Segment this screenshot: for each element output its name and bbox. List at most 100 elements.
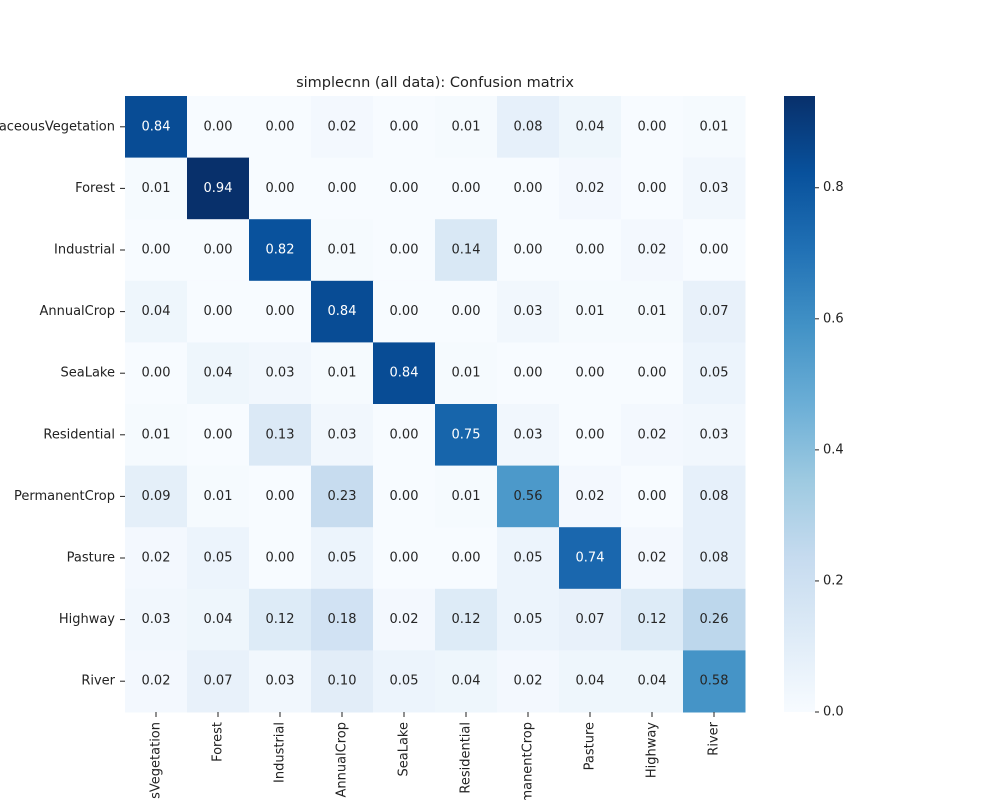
heatmap-cell: [683, 157, 746, 220]
heatmap-cell: [249, 650, 312, 713]
heatmap-cell: [373, 527, 436, 590]
heatmap-cell: [187, 527, 250, 590]
heatmap-cell: [435, 280, 498, 343]
heatmap-cell: [435, 342, 498, 405]
cell-label: 0.01: [328, 243, 357, 258]
heatmap-cell: [373, 650, 436, 713]
heatmap-cell: [311, 588, 374, 651]
heatmap-cell: [311, 650, 374, 713]
heatmap-cell: [187, 219, 250, 282]
cell-label: 0.03: [142, 612, 171, 627]
cell-label: 0.14: [452, 243, 481, 258]
cell-label: 0.00: [638, 366, 667, 381]
heatmap-cell: [187, 404, 250, 467]
x-tick-label: Pasture: [583, 722, 598, 770]
heatmap-cell: [497, 650, 560, 713]
heatmap-cell: [435, 650, 498, 713]
y-tick-label: Highway: [59, 612, 115, 627]
cell-label: 0.00: [266, 551, 295, 566]
heatmap-cell: [311, 280, 374, 343]
heatmap-cell: [435, 527, 498, 590]
cell-label: 0.02: [576, 489, 605, 504]
cell-label: 0.75: [452, 427, 481, 442]
heatmap-cell: [373, 342, 436, 405]
heatmap-cell: [125, 465, 188, 528]
cell-label: 0.07: [576, 612, 605, 627]
cell-label: 0.00: [390, 243, 419, 258]
cell-label: 0.02: [142, 551, 171, 566]
x-tick-label: Forest: [211, 722, 226, 762]
cell-label: 0.04: [204, 612, 233, 627]
x-tick-label: SeaLake: [397, 722, 412, 777]
cell-label: 0.13: [266, 427, 295, 442]
cell-label: 0.00: [700, 243, 729, 258]
heatmap-cell: [559, 157, 622, 220]
heatmap-cell: [373, 96, 436, 159]
x-tick-label: HerbaceousVegetation: [149, 722, 164, 800]
y-tick-label: AnnualCrop: [39, 304, 115, 319]
heatmap-cell: [683, 527, 746, 590]
heatmap-cell: [373, 219, 436, 282]
cell-label: 0.00: [452, 181, 481, 196]
x-tick-label: AnnualCrop: [335, 722, 350, 798]
cell-label: 0.00: [266, 489, 295, 504]
cell-label: 0.12: [452, 612, 481, 627]
cell-label: 0.01: [700, 119, 729, 134]
y-tick-label: Pasture: [67, 551, 115, 566]
cell-label: 0.02: [328, 119, 357, 134]
heatmap-cell: [125, 342, 188, 405]
colorbar-tick-label: 0.2: [823, 573, 844, 588]
heatmap-cell: [621, 157, 684, 220]
heatmap-cell: [311, 96, 374, 159]
heatmap-cell: [435, 588, 498, 651]
cell-label: 0.00: [266, 181, 295, 196]
heatmap-cell: [249, 465, 312, 528]
cell-label: 0.12: [266, 612, 295, 627]
cell-label: 0.00: [390, 551, 419, 566]
colorbar: [784, 96, 815, 712]
heatmap-cell: [559, 280, 622, 343]
heatmap-cell: [373, 157, 436, 220]
heatmap-cell: [249, 96, 312, 159]
heatmap-cell: [311, 219, 374, 282]
cell-label: 0.05: [390, 674, 419, 689]
cell-label: 0.01: [204, 489, 233, 504]
heatmap-cell: [621, 280, 684, 343]
cell-label: 0.94: [204, 181, 233, 196]
cell-label: 0.00: [142, 366, 171, 381]
heatmap-cell: [187, 342, 250, 405]
heatmap-cell: [249, 280, 312, 343]
x-tick-label: Residential: [459, 722, 474, 794]
cell-label: 0.08: [700, 551, 729, 566]
heatmap-cell: [497, 465, 560, 528]
heatmap-cell: [497, 342, 560, 405]
cell-label: 0.04: [204, 366, 233, 381]
cell-label: 0.01: [142, 181, 171, 196]
x-tick-label: Industrial: [273, 722, 288, 783]
heatmap-cell: [373, 588, 436, 651]
y-tick-label: Industrial: [54, 243, 115, 258]
heatmap-cell: [683, 342, 746, 405]
cell-label: 0.01: [452, 119, 481, 134]
cell-label: 0.00: [576, 366, 605, 381]
cell-label: 0.05: [204, 551, 233, 566]
heatmap-cell: [187, 465, 250, 528]
heatmap-cell: [125, 96, 188, 159]
heatmap-cell: [497, 527, 560, 590]
heatmap-cell: [125, 219, 188, 282]
cell-label: 0.00: [390, 304, 419, 319]
cell-label: 0.00: [514, 243, 543, 258]
cell-label: 0.03: [514, 427, 543, 442]
cell-label: 0.00: [390, 181, 419, 196]
heatmap-cell: [559, 219, 622, 282]
cell-label: 0.01: [576, 304, 605, 319]
heatmap-cell: [559, 527, 622, 590]
y-tick-label: Residential: [43, 427, 115, 442]
heatmap-cell: [497, 280, 560, 343]
cell-label: 0.04: [452, 674, 481, 689]
cell-label: 0.08: [514, 119, 543, 134]
heatmap-cell: [435, 157, 498, 220]
heatmap-cell: [621, 342, 684, 405]
cell-label: 0.58: [700, 674, 729, 689]
